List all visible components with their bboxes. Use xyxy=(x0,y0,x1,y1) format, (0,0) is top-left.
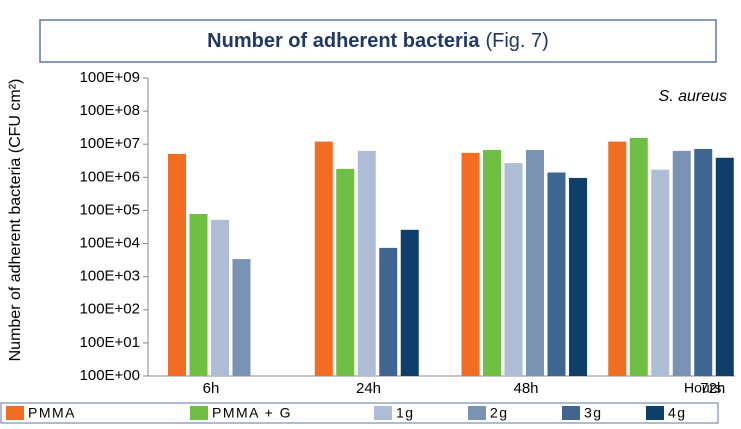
bar xyxy=(715,157,734,376)
y-tick-label: 100E+04 xyxy=(80,235,140,252)
x-tick-label: 72h xyxy=(700,380,725,397)
y-tick-label: 100E+02 xyxy=(80,301,140,318)
legend-swatch xyxy=(190,406,208,420)
bar xyxy=(400,229,419,376)
y-tick-label: 100E+08 xyxy=(80,102,140,119)
chart-title: Number of adherent bacteria (Fig. 7) xyxy=(207,30,549,52)
bar xyxy=(672,150,691,376)
bar xyxy=(569,177,587,376)
bar xyxy=(168,153,186,376)
bar xyxy=(336,168,355,376)
bar xyxy=(608,141,627,376)
x-tick-label: 24h xyxy=(356,380,381,397)
x-tick-label: 6h xyxy=(203,380,220,397)
bar xyxy=(461,152,480,376)
title-note: (Fig. 7) xyxy=(485,30,548,52)
x-tick-label: 48h xyxy=(513,380,538,397)
y-tick-label: 100E+06 xyxy=(80,168,140,185)
bar xyxy=(379,247,398,376)
bar xyxy=(232,259,251,376)
legend-swatch xyxy=(468,406,486,420)
title-main: Number of adherent bacteria xyxy=(207,30,480,52)
y-tick-label: 100E+01 xyxy=(80,334,140,351)
legend-label: 3g xyxy=(584,405,603,421)
y-tick-label: 100E+05 xyxy=(80,201,140,218)
legend-box xyxy=(0,402,719,424)
y-tick-label: 100E+07 xyxy=(80,135,140,152)
y-tick-label: 100E+03 xyxy=(80,268,140,285)
bar xyxy=(189,214,208,376)
legend-swatch xyxy=(646,406,664,420)
y-axis-label: Number of adherent bacteria (CFU cm²) xyxy=(7,79,24,362)
bar xyxy=(629,137,648,376)
bar xyxy=(314,141,333,376)
bar xyxy=(651,169,670,376)
bar xyxy=(526,149,544,376)
bar xyxy=(357,150,376,376)
bar xyxy=(483,149,501,376)
legend-swatch xyxy=(562,406,580,420)
bar xyxy=(694,148,713,376)
legend-label: 1g xyxy=(396,405,415,421)
y-tick-label: 100E+00 xyxy=(80,367,140,384)
title-box xyxy=(39,19,717,63)
legend-swatch xyxy=(374,406,392,420)
x-axis-label: Hours xyxy=(684,380,721,396)
annotation: S. aureus xyxy=(659,88,727,105)
bar xyxy=(211,219,229,376)
legend-label: 2g xyxy=(490,405,509,421)
legend-label: PMMA + G xyxy=(212,405,292,421)
legend-swatch xyxy=(6,406,24,420)
y-tick-label: 100E+09 xyxy=(80,69,140,86)
legend-label: 4g xyxy=(668,405,687,421)
bar xyxy=(547,172,566,376)
legend-label: PMMA xyxy=(28,405,76,421)
bar xyxy=(504,163,523,376)
